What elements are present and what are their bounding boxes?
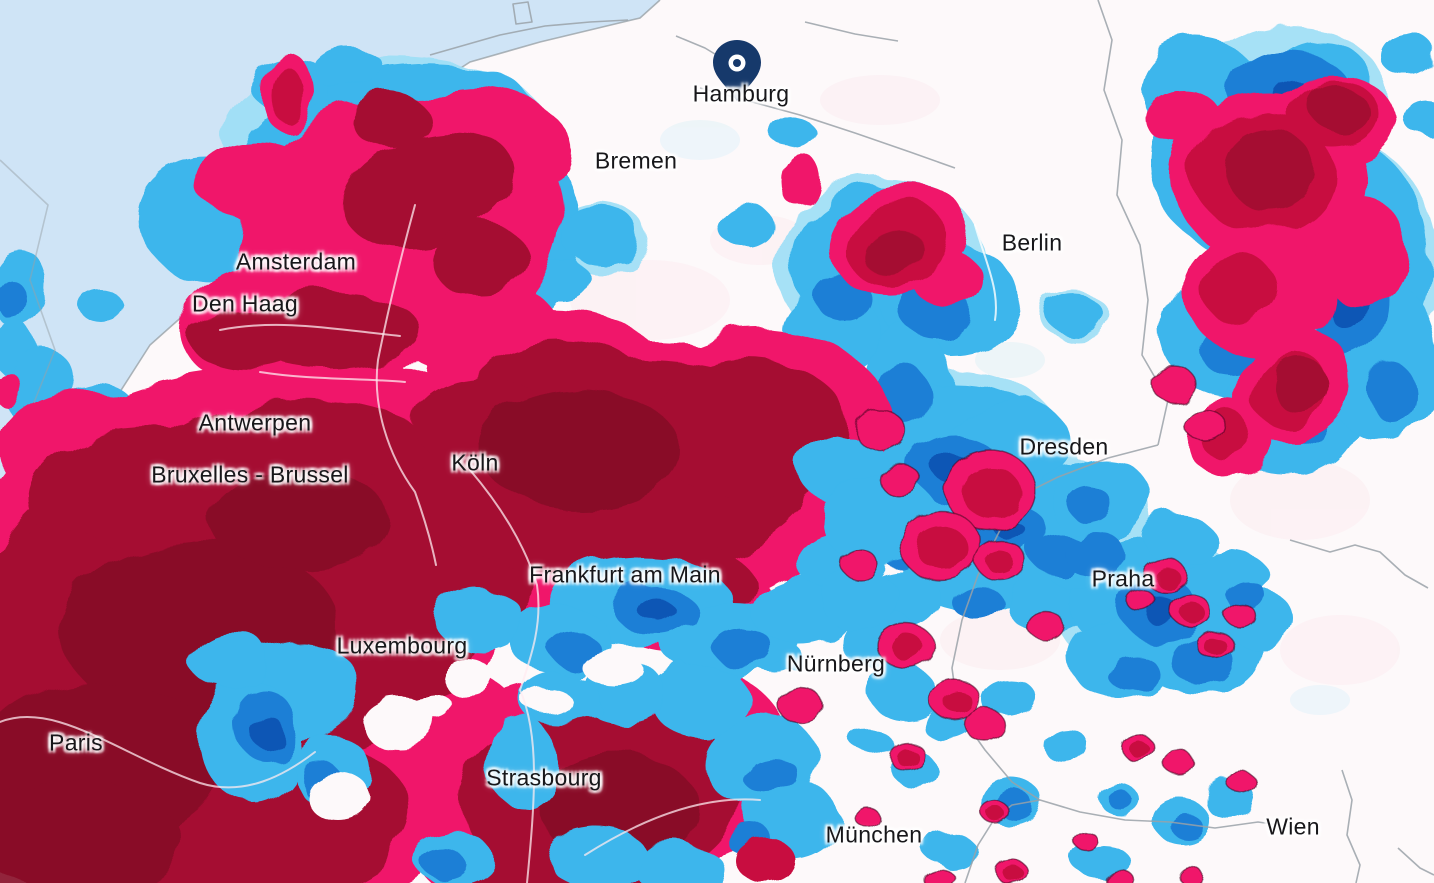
city-label: Luxembourg: [336, 632, 468, 659]
city-label: Paris: [49, 729, 103, 756]
rivers-borders-pale: [0, 204, 997, 883]
rain-cells-small: [735, 366, 1257, 883]
city-label: Den Haag: [192, 290, 298, 317]
city-label: Hamburg: [692, 80, 790, 107]
city-label: Frankfurt am Main: [529, 561, 721, 588]
city-label: Strasbourg: [486, 764, 602, 791]
city-label: München: [825, 821, 923, 848]
city-label: Nürnberg: [786, 650, 886, 677]
city-label: Praha: [1091, 565, 1155, 592]
city-label: Köln: [451, 449, 499, 476]
city-label: Bruxelles - Brussel: [151, 461, 349, 488]
city-label: Amsterdam: [235, 248, 357, 275]
rain-layer-light-overlay: [190, 435, 940, 883]
location-marker-pin[interactable]: [713, 40, 761, 101]
city-label: Bremen: [594, 147, 678, 174]
city-label: Berlin: [1001, 229, 1063, 256]
city-label: Wien: [1266, 813, 1320, 840]
dry-gaps: [308, 652, 642, 822]
city-label: Dresden: [1019, 433, 1109, 460]
city-label: Antwerpen: [198, 409, 312, 436]
